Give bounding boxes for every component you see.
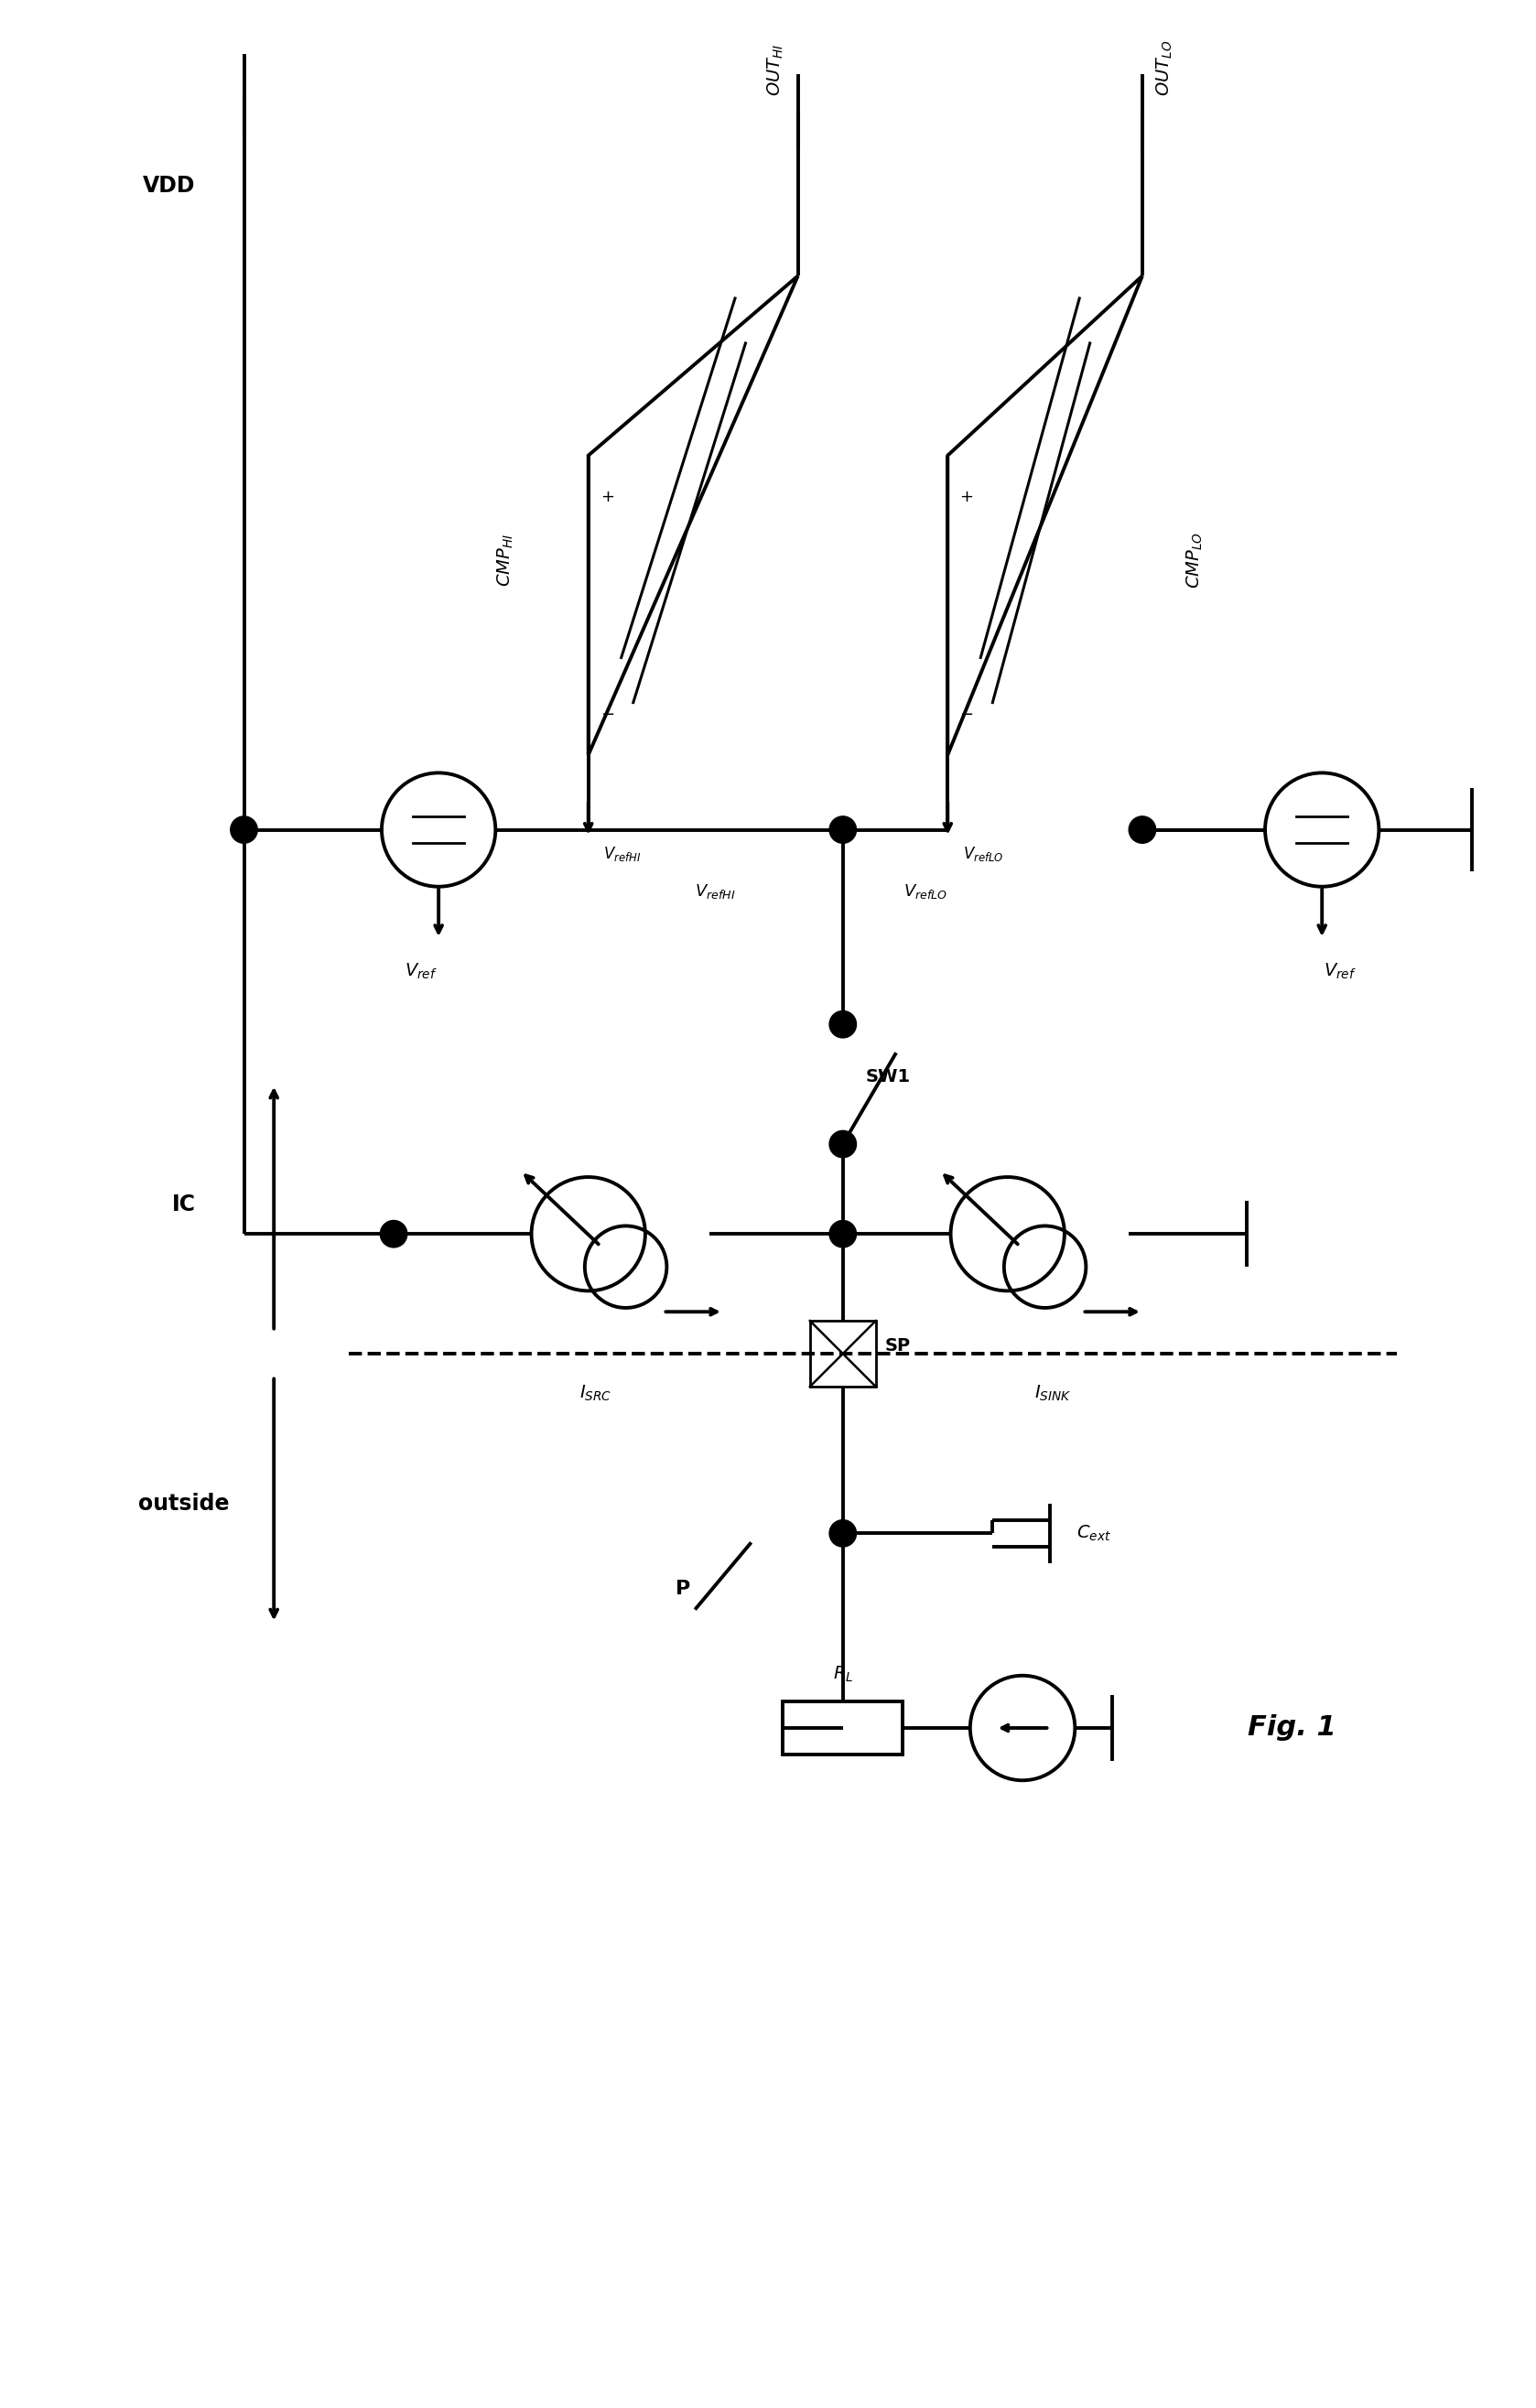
Circle shape [829,1221,857,1247]
Circle shape [829,1519,857,1546]
Text: $I_{SRC}$: $I_{SRC}$ [579,1385,611,1404]
Text: $OUT_{LO}$: $OUT_{LO}$ [1155,41,1175,96]
Text: outside: outside [138,1493,229,1515]
Text: $R_L$: $R_L$ [833,1664,852,1683]
Circle shape [1129,816,1155,843]
Circle shape [829,816,857,843]
Text: $V_{refLO}$: $V_{refLO}$ [903,881,948,901]
Text: $CMP_{LO}$: $CMP_{LO}$ [1184,532,1204,588]
Text: P: P [676,1580,690,1599]
Circle shape [230,816,258,843]
Text: $V_{ref}$: $V_{ref}$ [1324,961,1356,980]
Text: $C_{ext}$: $C_{ext}$ [1077,1524,1111,1544]
Circle shape [829,1011,857,1038]
Text: Fig. 1: Fig. 1 [1247,1714,1336,1741]
Text: $-$: $-$ [960,706,974,722]
Text: $+$: $+$ [601,489,614,506]
Text: SP: SP [885,1336,911,1356]
Circle shape [829,1132,857,1158]
Text: $-$: $-$ [601,706,614,722]
Text: VDD: VDD [143,176,195,197]
Text: $CMP_{HI}$: $CMP_{HI}$ [496,535,516,588]
Text: $V_{refLO}$: $V_{refLO}$ [963,845,1003,862]
Text: SW1: SW1 [865,1069,911,1086]
Text: $+$: $+$ [960,489,974,506]
Circle shape [381,1221,407,1247]
Text: $V_{refHI}$: $V_{refHI}$ [696,881,736,901]
Text: $I_{SINK}$: $I_{SINK}$ [1034,1385,1071,1404]
Text: $V_{ref}$: $V_{ref}$ [404,961,438,980]
Text: $OUT_{HI}$: $OUT_{HI}$ [766,43,785,96]
Bar [783,1702,903,1753]
Text: IC: IC [172,1192,197,1216]
Bar [809,1320,876,1387]
Text: $V_{refHI}$: $V_{refHI}$ [604,845,641,862]
